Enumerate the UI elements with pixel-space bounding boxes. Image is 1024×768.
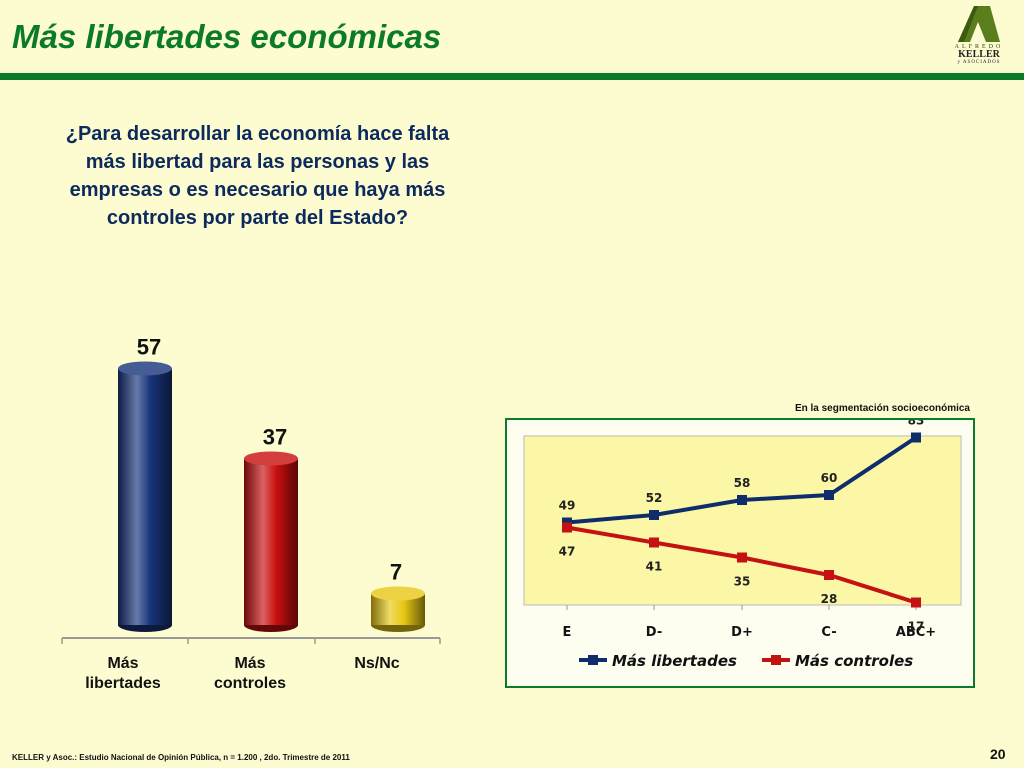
data-label: 17 [908,620,925,634]
bar-value-label: 37 [263,425,287,450]
logo-text-bottom: y ASOCIADOS [957,60,1001,65]
x-tick-label: C- [821,625,836,640]
series-point [562,522,572,533]
logo-mark-icon [958,6,1000,42]
data-label: 83 [908,420,925,428]
overall-bar-chart: 57 37 7 Más libertades Más controles Ns/Nc [61,335,441,692]
bar-category-label: Más controles [214,655,286,692]
x-tick-label: ABC+ [896,625,936,640]
data-label: 49 [559,499,576,513]
data-label: 28 [821,592,838,606]
bar-category-label: Más libertades [85,655,161,692]
series-point [649,537,659,548]
data-label: 41 [646,560,663,574]
data-label: 35 [734,575,751,589]
logo-text-main: KELLER [958,49,1000,60]
segmentation-caption: En la segmentación socioeconómica [794,403,970,414]
legend-marker [771,655,781,665]
bar-top [371,586,425,601]
bar-body [118,368,172,625]
legend-label: Más controles [795,652,913,670]
bar-category-label: Ns/Nc [354,655,399,672]
series-point [649,510,659,520]
data-label: 47 [559,545,576,559]
x-tick-label: D+ [731,625,753,640]
data-label: 60 [821,471,838,485]
legend-marker [588,655,598,665]
page-number: 20 [990,746,1006,762]
bar-body [244,458,298,625]
series-point [911,432,921,443]
logo-text-top: ALFREDO [954,44,1004,50]
source-footnote: KELLER y Asoc.: Estudio Nacional de Opin… [12,753,350,762]
bar-top [244,451,298,466]
x-tick-label: E [563,625,572,640]
legend-label: Más libertades [612,652,737,670]
segmentation-line-chart: E D- D+ C- ABC+ 49 52 58 60 83 47 41 35 28 17 Más liber… [523,420,962,670]
data-label: 52 [646,491,663,505]
x-tick-label: D- [646,625,662,640]
series-point [737,495,747,505]
survey-question: ¿Para desarrollar la economía hace falta… [65,123,450,229]
segmentation-chart-frame: E D- D+ C- ABC+ 49 52 58 60 83 47 41 35 28 17 Más liber… [505,418,975,688]
bar-top [118,361,172,376]
title-divider [0,73,1024,80]
series-point [737,552,747,563]
page-title: Más libertades económicas [12,18,442,55]
series-point [824,570,834,580]
series-point [911,597,921,608]
company-logo: ALFREDO KELLER y ASOCIADOS [950,4,1008,74]
bar-value-label: 7 [390,560,402,585]
series-point [824,490,834,500]
bar-value-label: 57 [137,335,161,360]
data-label: 58 [734,476,751,490]
